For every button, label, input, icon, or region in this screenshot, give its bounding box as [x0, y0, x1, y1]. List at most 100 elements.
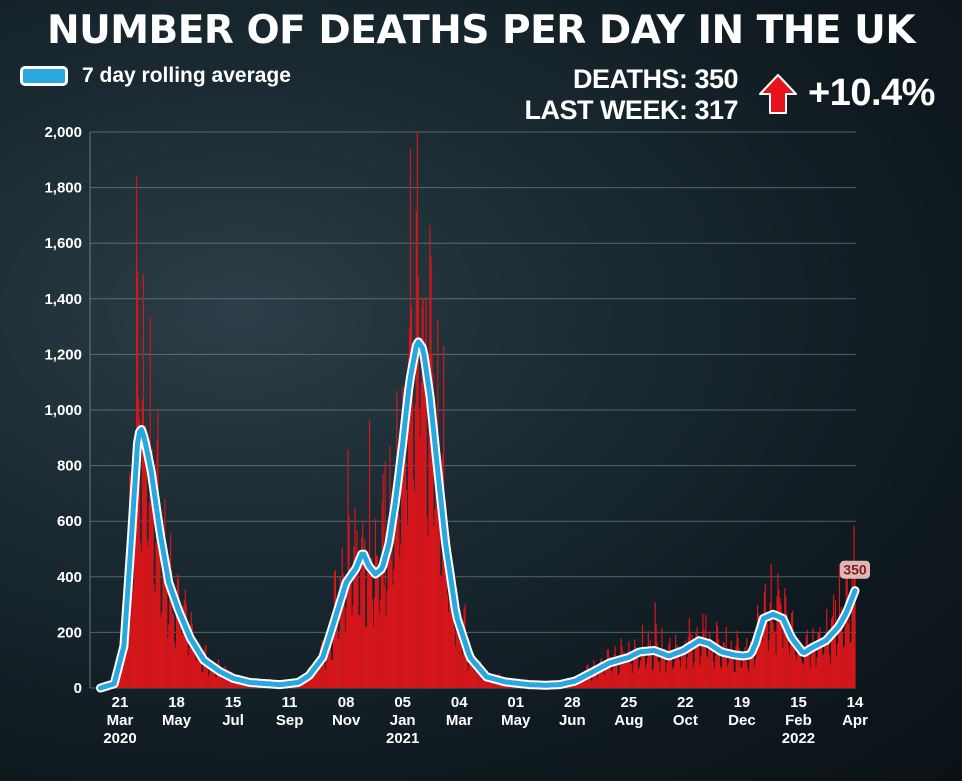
daily-bar	[376, 555, 378, 688]
daily-bar	[348, 514, 350, 688]
daily-bar	[602, 665, 605, 688]
y-tick-label: 600	[57, 513, 82, 530]
x-axis-labels: 21Mar202018May15Jul11Sep08Nov05Jan202104…	[103, 694, 868, 747]
daily-bar	[165, 569, 167, 688]
daily-bar	[816, 657, 818, 688]
daily-bar	[616, 655, 618, 688]
daily-bar	[214, 676, 217, 688]
daily-bar	[457, 602, 459, 688]
daily-bar	[338, 634, 340, 688]
daily-bar	[357, 562, 359, 688]
daily-bar	[374, 518, 376, 688]
daily-bar	[728, 650, 730, 688]
daily-bar	[715, 655, 717, 688]
daily-bar	[820, 645, 822, 688]
daily-bar	[647, 630, 649, 688]
daily-bar	[836, 643, 839, 688]
daily-bar	[812, 628, 814, 688]
daily-bar	[781, 616, 783, 688]
daily-bar	[328, 631, 331, 688]
daily-bar	[594, 669, 596, 688]
daily-bar	[634, 639, 636, 688]
daily-bar	[799, 641, 802, 688]
x-tick-month: Jan	[390, 712, 416, 729]
daily-bar	[733, 671, 735, 688]
daily-bar	[188, 647, 190, 688]
daily-bar	[806, 629, 808, 688]
daily-bar	[750, 641, 752, 688]
daily-bar	[645, 664, 647, 688]
daily-bar	[406, 524, 409, 688]
daily-bar	[420, 383, 422, 688]
daily-bar	[160, 617, 162, 688]
daily-bar	[402, 387, 404, 688]
daily-bar	[797, 640, 800, 688]
daily-bar	[433, 525, 435, 688]
daily-bar	[154, 592, 156, 688]
daily-bar	[613, 654, 615, 688]
daily-bar	[803, 646, 805, 688]
daily-bar	[695, 633, 697, 688]
daily-bar	[309, 674, 311, 688]
daily-bar	[126, 638, 128, 688]
daily-bar	[595, 667, 597, 688]
daily-bar	[151, 448, 153, 688]
daily-bar	[144, 424, 146, 688]
daily-bar	[753, 644, 755, 688]
daily-bar	[615, 657, 617, 688]
x-tick-day: 25	[621, 694, 638, 711]
daily-bar	[475, 669, 477, 688]
y-tick-label: 1,200	[44, 346, 82, 363]
daily-bar	[365, 626, 367, 688]
daily-bar	[672, 669, 674, 688]
daily-bar	[824, 637, 826, 688]
daily-bar	[492, 679, 494, 688]
daily-bar	[770, 564, 772, 688]
daily-bar	[676, 645, 679, 688]
daily-bar	[399, 557, 401, 688]
daily-bar	[413, 491, 415, 688]
daily-bar	[378, 613, 380, 688]
daily-bar	[642, 653, 645, 688]
daily-bar	[184, 589, 186, 688]
daily-bar	[182, 606, 184, 688]
daily-bar	[830, 663, 832, 688]
daily-bar	[775, 654, 777, 688]
daily-bar	[788, 645, 790, 688]
daily-bar	[739, 656, 741, 688]
daily-bar	[162, 523, 164, 688]
daily-bar	[831, 616, 834, 688]
daily-bar	[312, 671, 314, 688]
daily-bar	[817, 633, 819, 688]
daily-bar	[350, 568, 352, 688]
daily-bar	[759, 630, 762, 688]
average-line	[98, 339, 858, 691]
x-tick-day: 05	[394, 694, 411, 711]
daily-bar	[751, 650, 753, 688]
x-tick-day: 15	[790, 694, 807, 711]
daily-bar	[324, 663, 326, 688]
x-tick-month: Nov	[332, 712, 361, 729]
x-tick-month: Aug	[614, 712, 643, 729]
daily-bar	[487, 681, 490, 688]
daily-bar	[179, 606, 182, 688]
daily-bar	[474, 672, 476, 688]
daily-bar	[219, 672, 222, 688]
daily-bar	[198, 643, 200, 688]
daily-bar	[146, 546, 148, 688]
daily-bar	[414, 404, 416, 688]
daily-bar	[176, 574, 179, 688]
daily-bar	[782, 647, 784, 688]
daily-bar	[592, 674, 594, 688]
daily-bar	[605, 664, 608, 688]
daily-bar	[823, 653, 825, 688]
daily-bar	[840, 606, 842, 688]
daily-bar	[693, 662, 695, 688]
daily-bar	[371, 599, 374, 688]
x-tick-month: Apr	[842, 712, 868, 729]
daily-bar	[221, 680, 223, 688]
